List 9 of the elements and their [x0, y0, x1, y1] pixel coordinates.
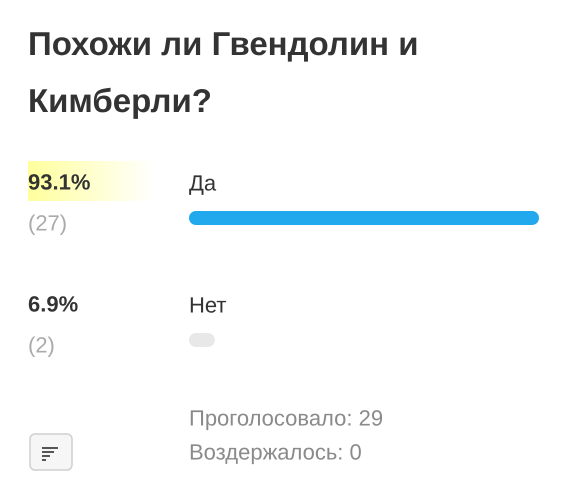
text: 93.1%: [28, 170, 90, 194]
y-tick-label: Нет: [189, 292, 226, 318]
text: (2): [28, 332, 55, 358]
chart-title: Похожи ли Гвендолин и Кимберли?: [28, 25, 419, 119]
text: Проголосовало: 29: [189, 406, 384, 430]
text: (27): [28, 210, 68, 236]
text: Воздержалось: 0: [189, 440, 362, 464]
text: 6.9%: [28, 292, 78, 316]
y-tick-label: Да: [189, 170, 217, 196]
